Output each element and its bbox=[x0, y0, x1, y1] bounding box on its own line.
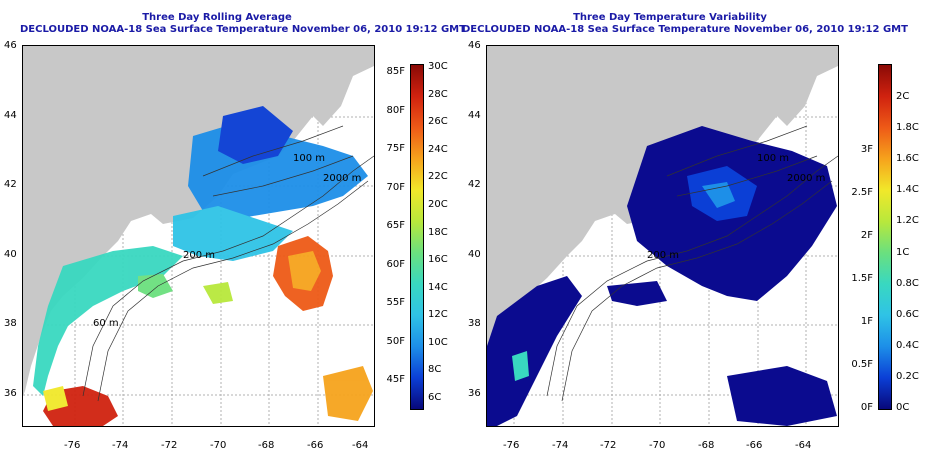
colorbar-c-label: 1.6C bbox=[896, 153, 919, 165]
colorbar-f-label: 75F bbox=[386, 143, 405, 154]
colorbar-c-label: 28C bbox=[428, 88, 448, 100]
right-colorbar bbox=[878, 64, 892, 410]
left-map[interactable]: 200 m 100 m 2000 m 60 m bbox=[22, 45, 375, 427]
contour-label-100: 100 m bbox=[293, 153, 325, 164]
xtick: -68 bbox=[698, 440, 715, 451]
xtick: -66 bbox=[307, 440, 324, 451]
colorbar-f-label: 70F bbox=[386, 181, 405, 193]
xtick: -76 bbox=[503, 440, 520, 451]
ytick: 38 bbox=[4, 318, 17, 329]
xtick: -74 bbox=[112, 440, 129, 451]
colorbar-c-label: 0C bbox=[896, 402, 910, 413]
ytick: 40 bbox=[4, 249, 17, 260]
colorbar-c-label: 26C bbox=[428, 116, 448, 128]
xtick: -68 bbox=[258, 440, 275, 451]
ytick: 40 bbox=[468, 249, 481, 260]
colorbar-c-label: 20C bbox=[428, 198, 448, 210]
colorbar-f-label: 45F bbox=[386, 374, 405, 385]
colorbar-c-label: 10C bbox=[428, 336, 448, 348]
variability-data bbox=[487, 126, 837, 426]
colorbar-f-label: 2.5F bbox=[851, 187, 873, 198]
colorbar-c-label: 2C bbox=[896, 91, 910, 102]
colorbar-c-label: 22C bbox=[428, 171, 448, 183]
ytick: 44 bbox=[4, 110, 17, 121]
right-title-line2: DECLOUDED NOAA-18 Sea Surface Temperatur… bbox=[462, 24, 908, 35]
ytick: 46 bbox=[4, 40, 17, 51]
xtick: -72 bbox=[161, 440, 178, 451]
colorbar-f-label: 0F bbox=[860, 402, 873, 413]
colorbar-f-label: 3F bbox=[860, 144, 873, 155]
contour-label-60: 60 m bbox=[93, 318, 119, 329]
ytick: 38 bbox=[468, 318, 481, 329]
xtick: -70 bbox=[649, 440, 666, 451]
xtick: -70 bbox=[210, 440, 227, 451]
xtick: -66 bbox=[746, 440, 763, 451]
colorbar-c-label: 18C bbox=[428, 226, 448, 238]
colorbar-f-label: 55F bbox=[386, 297, 405, 308]
colorbar-c-label: 8C bbox=[428, 364, 442, 376]
xtick: -72 bbox=[600, 440, 617, 451]
colorbar-c-label: 16C bbox=[428, 254, 448, 266]
colorbar-c-label: 1.2C bbox=[896, 215, 919, 227]
colorbar-f-label: 0.5F bbox=[851, 359, 873, 370]
colorbar-c-label: 12C bbox=[428, 309, 448, 321]
contour-label-200: 200 m bbox=[183, 250, 215, 261]
colorbar-c-label: 1.4C bbox=[896, 184, 919, 196]
xtick: -76 bbox=[64, 440, 81, 451]
left-title: Three Day Rolling Average DECLOUDED NOAA… bbox=[20, 12, 466, 36]
colorbar-f-label: 1.5F bbox=[851, 273, 873, 284]
colorbar-f-label: 85F bbox=[386, 66, 405, 77]
left-map-svg: 200 m 100 m 2000 m 60 m bbox=[23, 46, 374, 426]
ytick: 42 bbox=[468, 179, 481, 190]
colorbar-f-label: 65F bbox=[386, 220, 405, 231]
ytick: 46 bbox=[468, 40, 481, 51]
xtick: -64 bbox=[352, 440, 369, 451]
xtick: -74 bbox=[552, 440, 569, 451]
colorbar-f-label: 80F bbox=[386, 104, 405, 116]
colorbar-f-label: 1F bbox=[860, 316, 873, 327]
colorbar-c-label: 14C bbox=[428, 281, 448, 293]
colorbar-c-label: 24C bbox=[428, 143, 448, 155]
colorbar-c-label: 1.8C bbox=[896, 122, 919, 134]
contour-label-200: 200 m bbox=[647, 250, 679, 261]
colorbar-c-label: 1C bbox=[896, 246, 910, 258]
sst-data bbox=[33, 106, 373, 426]
right-map[interactable]: 200 m 100 m 2000 m bbox=[486, 45, 839, 427]
ytick: 44 bbox=[468, 110, 481, 121]
colorbar-c-label: 0.4C bbox=[896, 339, 919, 351]
contour-label-2000: 2000 m bbox=[787, 173, 825, 184]
colorbar-f-label: 60F bbox=[386, 258, 405, 270]
colorbar-f-label: 50F bbox=[386, 335, 405, 347]
xtick: -64 bbox=[795, 440, 812, 451]
left-title-line1: Three Day Rolling Average bbox=[142, 12, 292, 23]
colorbar-c-label: 6C bbox=[428, 392, 442, 403]
ytick: 42 bbox=[4, 179, 17, 190]
ytick: 36 bbox=[4, 388, 17, 399]
contour-label-100: 100 m bbox=[757, 153, 789, 164]
colorbar-c-label: 0.6C bbox=[896, 308, 919, 320]
right-title-line1: Three Day Temperature Variability bbox=[573, 12, 767, 23]
colorbar-c-label: 30C bbox=[428, 61, 448, 72]
colorbar-c-label: 0.2C bbox=[896, 370, 919, 382]
left-colorbar bbox=[410, 64, 424, 410]
left-title-line2: DECLOUDED NOAA-18 Sea Surface Temperatur… bbox=[20, 24, 466, 35]
right-title: Three Day Temperature Variability DECLOU… bbox=[462, 12, 908, 36]
colorbar-c-label: 0.8C bbox=[896, 277, 919, 289]
ytick: 36 bbox=[468, 388, 481, 399]
contour-label-2000: 2000 m bbox=[323, 173, 361, 184]
colorbar-f-label: 2F bbox=[860, 230, 873, 241]
right-map-svg: 200 m 100 m 2000 m bbox=[487, 46, 838, 426]
